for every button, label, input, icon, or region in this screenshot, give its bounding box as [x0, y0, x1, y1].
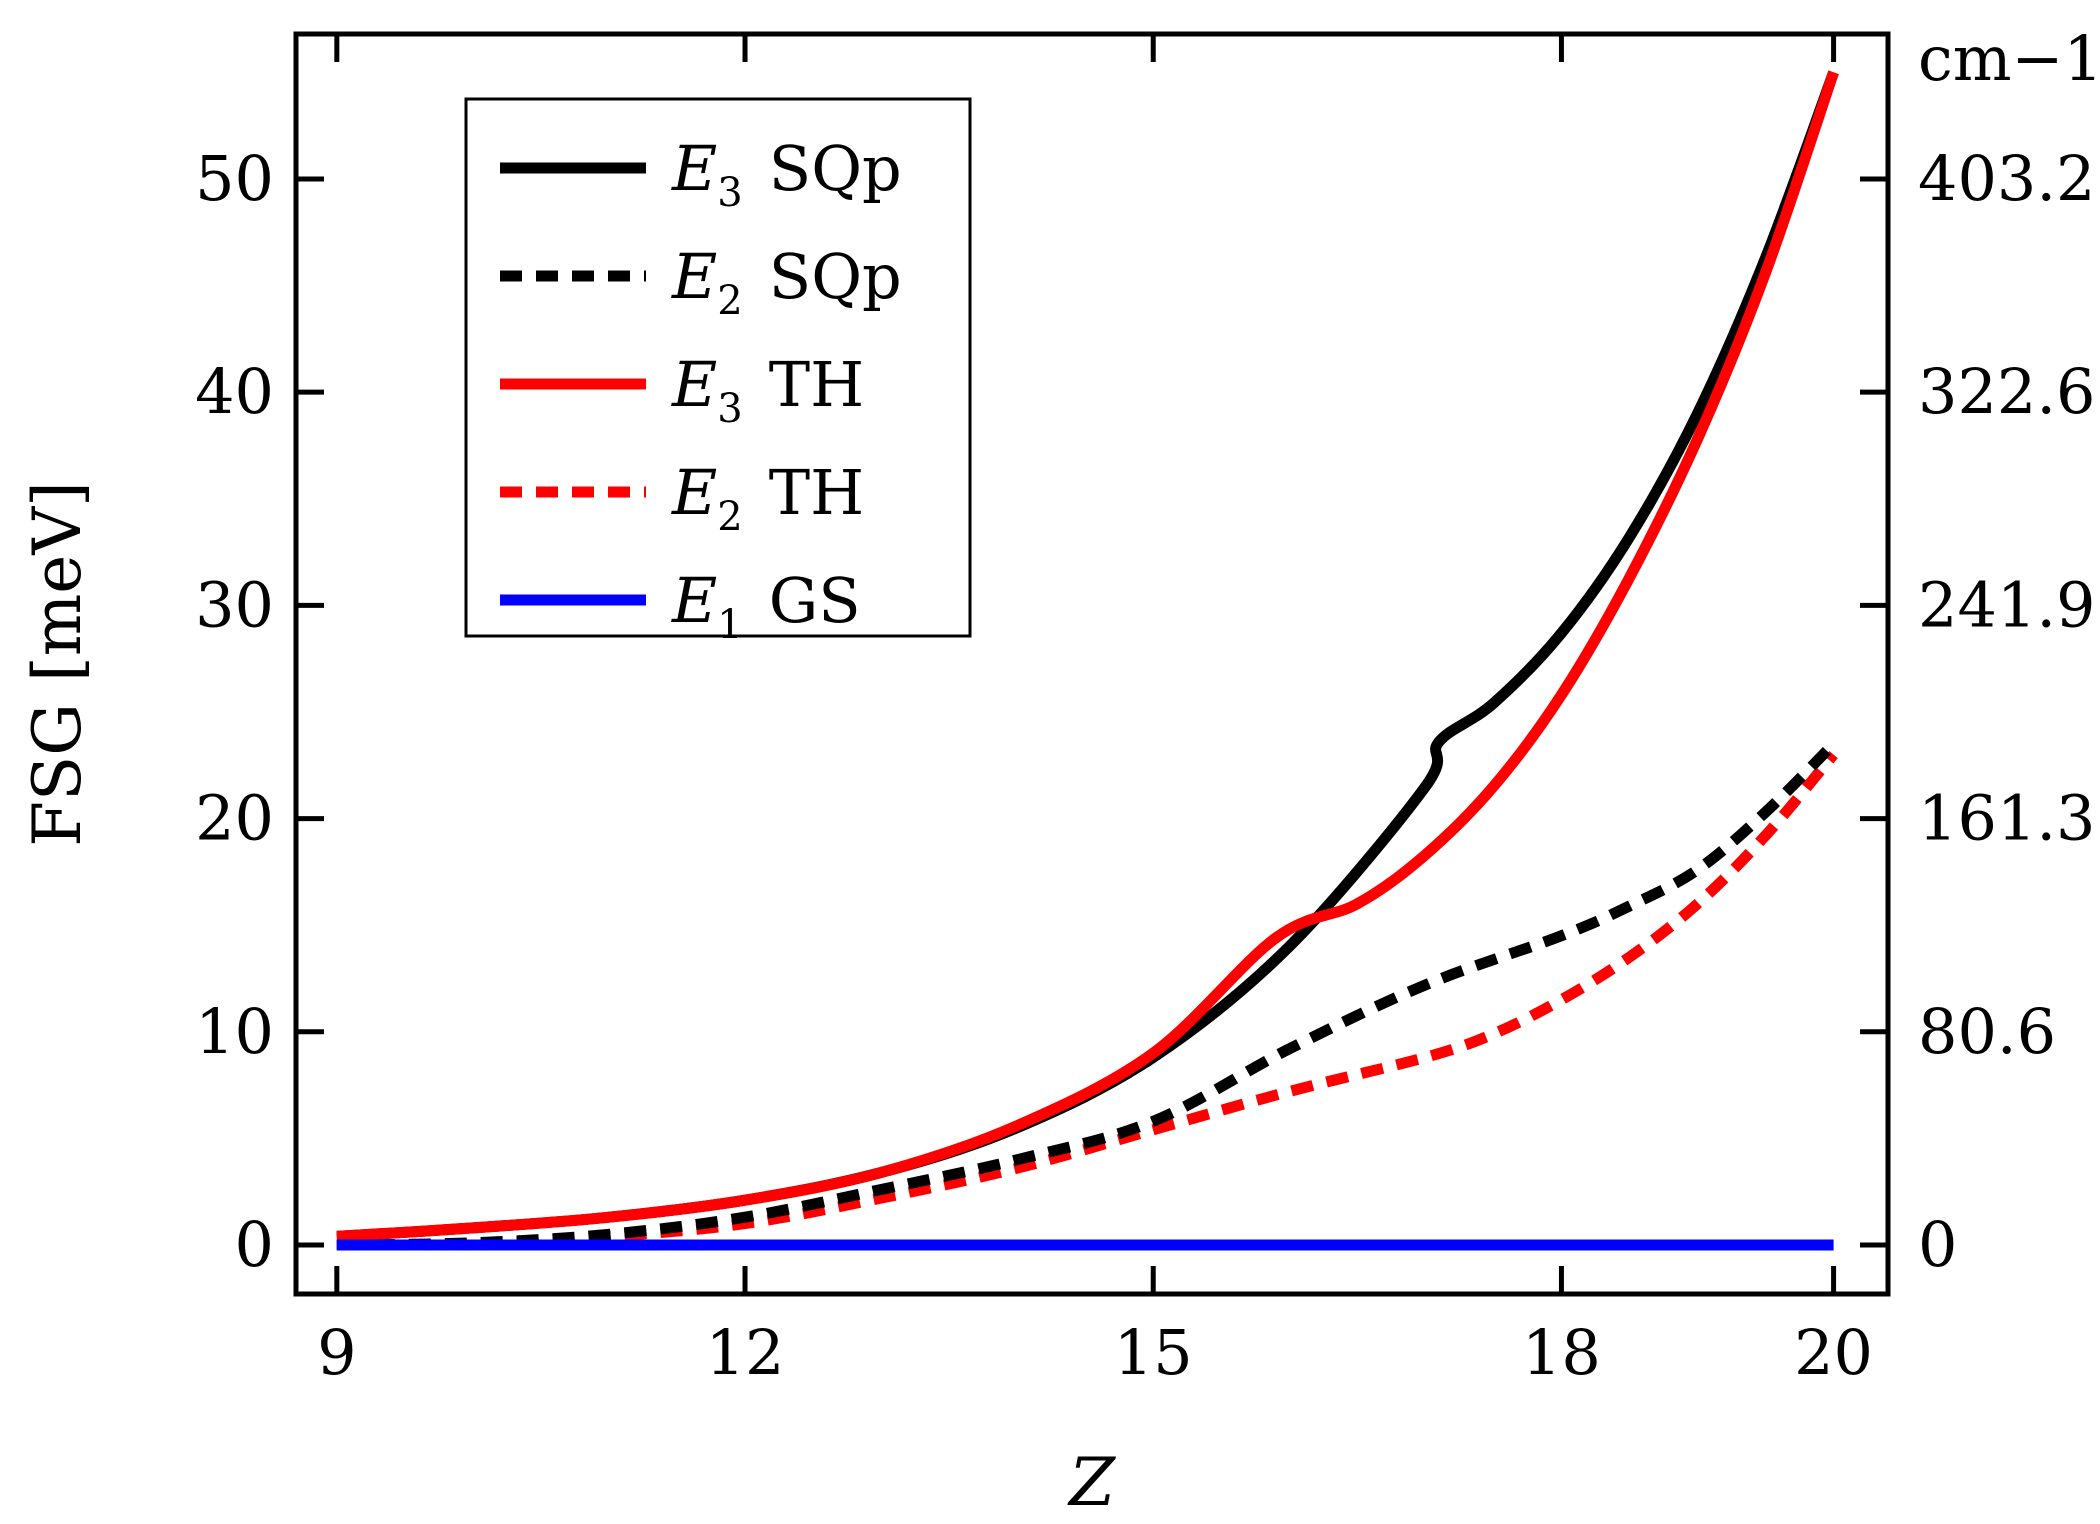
legend-label: E2 SQp — [671, 240, 902, 324]
legend-label: E3 TH — [671, 348, 864, 432]
y2-axis-unit: cm−1 — [1918, 22, 2100, 95]
x-tick-label: 9 — [317, 1316, 356, 1389]
series-layer — [336, 70, 1839, 1251]
y-tick-label: 20 — [195, 782, 274, 855]
series-line-e2-th-dashed — [336, 751, 1838, 1251]
series-line-e2-sqp-dashed — [336, 740, 1838, 1251]
x-tick-label: 15 — [1114, 1316, 1193, 1389]
y-tick-label: 10 — [195, 995, 274, 1068]
tick-labels: 9 12 15 18 20 0 10 20 30 40 50 0 80.6 161.3 241.9 322.6… — [195, 142, 2095, 1389]
legend-label: E1 GS — [671, 564, 861, 648]
y2-tick-label: 80.6 — [1918, 995, 2056, 1068]
x-tick-label: 20 — [1794, 1316, 1873, 1389]
legend: E3 SQp E2 SQp E3 TH E2 TH E1 GS — [464, 97, 972, 648]
x-axis-title: Z — [1067, 1444, 1116, 1521]
y-tick-label: 0 — [235, 1208, 274, 1281]
y-axis-title: FSG [meV] — [19, 481, 96, 847]
y-tick-label: 40 — [195, 355, 274, 428]
y2-tick-label: 241.9 — [1918, 568, 2096, 641]
x-tick-label: 18 — [1522, 1316, 1601, 1389]
y2-tick-label: 322.6 — [1918, 355, 2096, 428]
series-line-e3-th — [336, 70, 1839, 1242]
plot-frame — [293, 31, 1891, 1297]
y2-tick-label: 161.3 — [1918, 782, 2096, 855]
ticks-layer — [296, 34, 1888, 1294]
y-tick-label: 50 — [195, 142, 274, 215]
legend-label: E3 SQp — [671, 132, 902, 216]
y2-tick-label: 403.2 — [1918, 142, 2096, 215]
legend-label: E2 TH — [671, 456, 864, 540]
x-tick-label: 12 — [706, 1316, 785, 1389]
y2-tick-label: 0 — [1918, 1208, 1957, 1281]
legend-box — [464, 97, 972, 638]
y-tick-label: 30 — [195, 568, 274, 641]
